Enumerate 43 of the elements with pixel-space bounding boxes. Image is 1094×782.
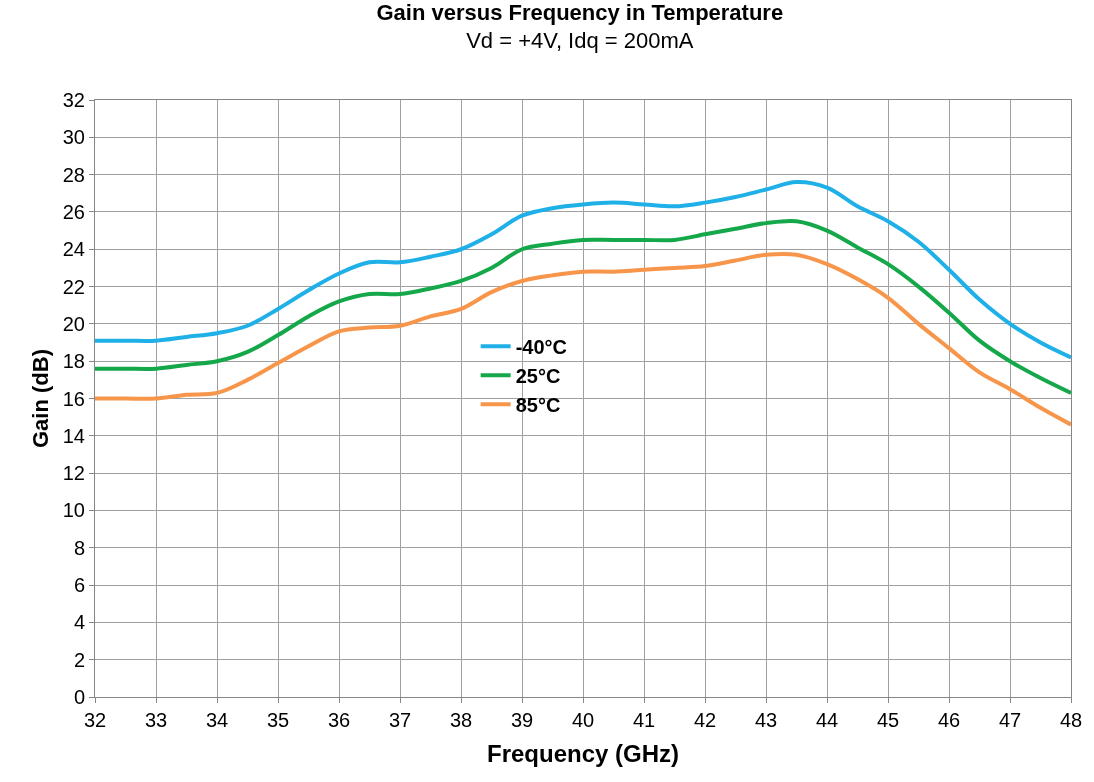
y-tick-label: 4 <box>73 611 85 634</box>
y-tick-label: 16 <box>62 387 85 410</box>
x-tick-label: 38 <box>449 709 473 731</box>
y-tick-label: 22 <box>62 275 85 298</box>
x-tick-label: 33 <box>144 709 168 731</box>
x-tick-label: 35 <box>266 709 290 731</box>
y-tick-label: 8 <box>73 536 85 559</box>
y-tick-label: 28 <box>62 163 85 186</box>
x-tick-label: 44 <box>815 709 839 731</box>
y-tick-label: 10 <box>62 499 85 522</box>
x-tick-label: 36 <box>327 709 351 731</box>
x-tick-label: 47 <box>998 709 1022 731</box>
x-tick-label: 42 <box>693 709 717 731</box>
y-tick-label: 2 <box>73 648 85 671</box>
line-series <box>95 218 1071 395</box>
chart-title: Gain versus Frequency in Temperature <box>376 0 784 25</box>
x-tick-label: 43 <box>754 709 778 731</box>
y-tick-label: 14 <box>62 424 85 447</box>
chart-subtitle: Vd = +4V, Idq = 200mA <box>466 28 694 54</box>
legend-label: 25°C <box>515 365 561 388</box>
x-tick-label: 48 <box>1059 709 1083 731</box>
y-axis-title: Gain (dB) <box>27 349 53 448</box>
x-tick-label: 45 <box>876 709 900 731</box>
y-tick-label: 32 <box>62 89 85 111</box>
x-tick-label: 40 <box>571 709 595 731</box>
legend-label: -40°C <box>515 336 567 359</box>
y-tick-label: 6 <box>73 574 85 597</box>
y-tick-label: 20 <box>62 312 85 335</box>
y-tick-label: 26 <box>62 200 85 223</box>
x-tick-label: 34 <box>205 709 229 731</box>
y-tick-label: 0 <box>73 686 85 708</box>
x-tick-label: 37 <box>388 709 412 731</box>
x-axis-title: Frequency (GHz) <box>486 740 680 768</box>
legend-label: 85°C <box>515 394 561 417</box>
line-series <box>95 252 1071 427</box>
x-tick-label: 39 <box>510 709 534 731</box>
x-tick-label: 46 <box>937 709 961 731</box>
y-tick-label: 30 <box>62 126 85 149</box>
y-tick-label: 18 <box>62 350 85 373</box>
y-tick-label: 24 <box>62 238 85 261</box>
line-series <box>95 180 1071 360</box>
x-tick-label: 41 <box>632 709 656 731</box>
y-tick-label: 12 <box>62 462 85 485</box>
